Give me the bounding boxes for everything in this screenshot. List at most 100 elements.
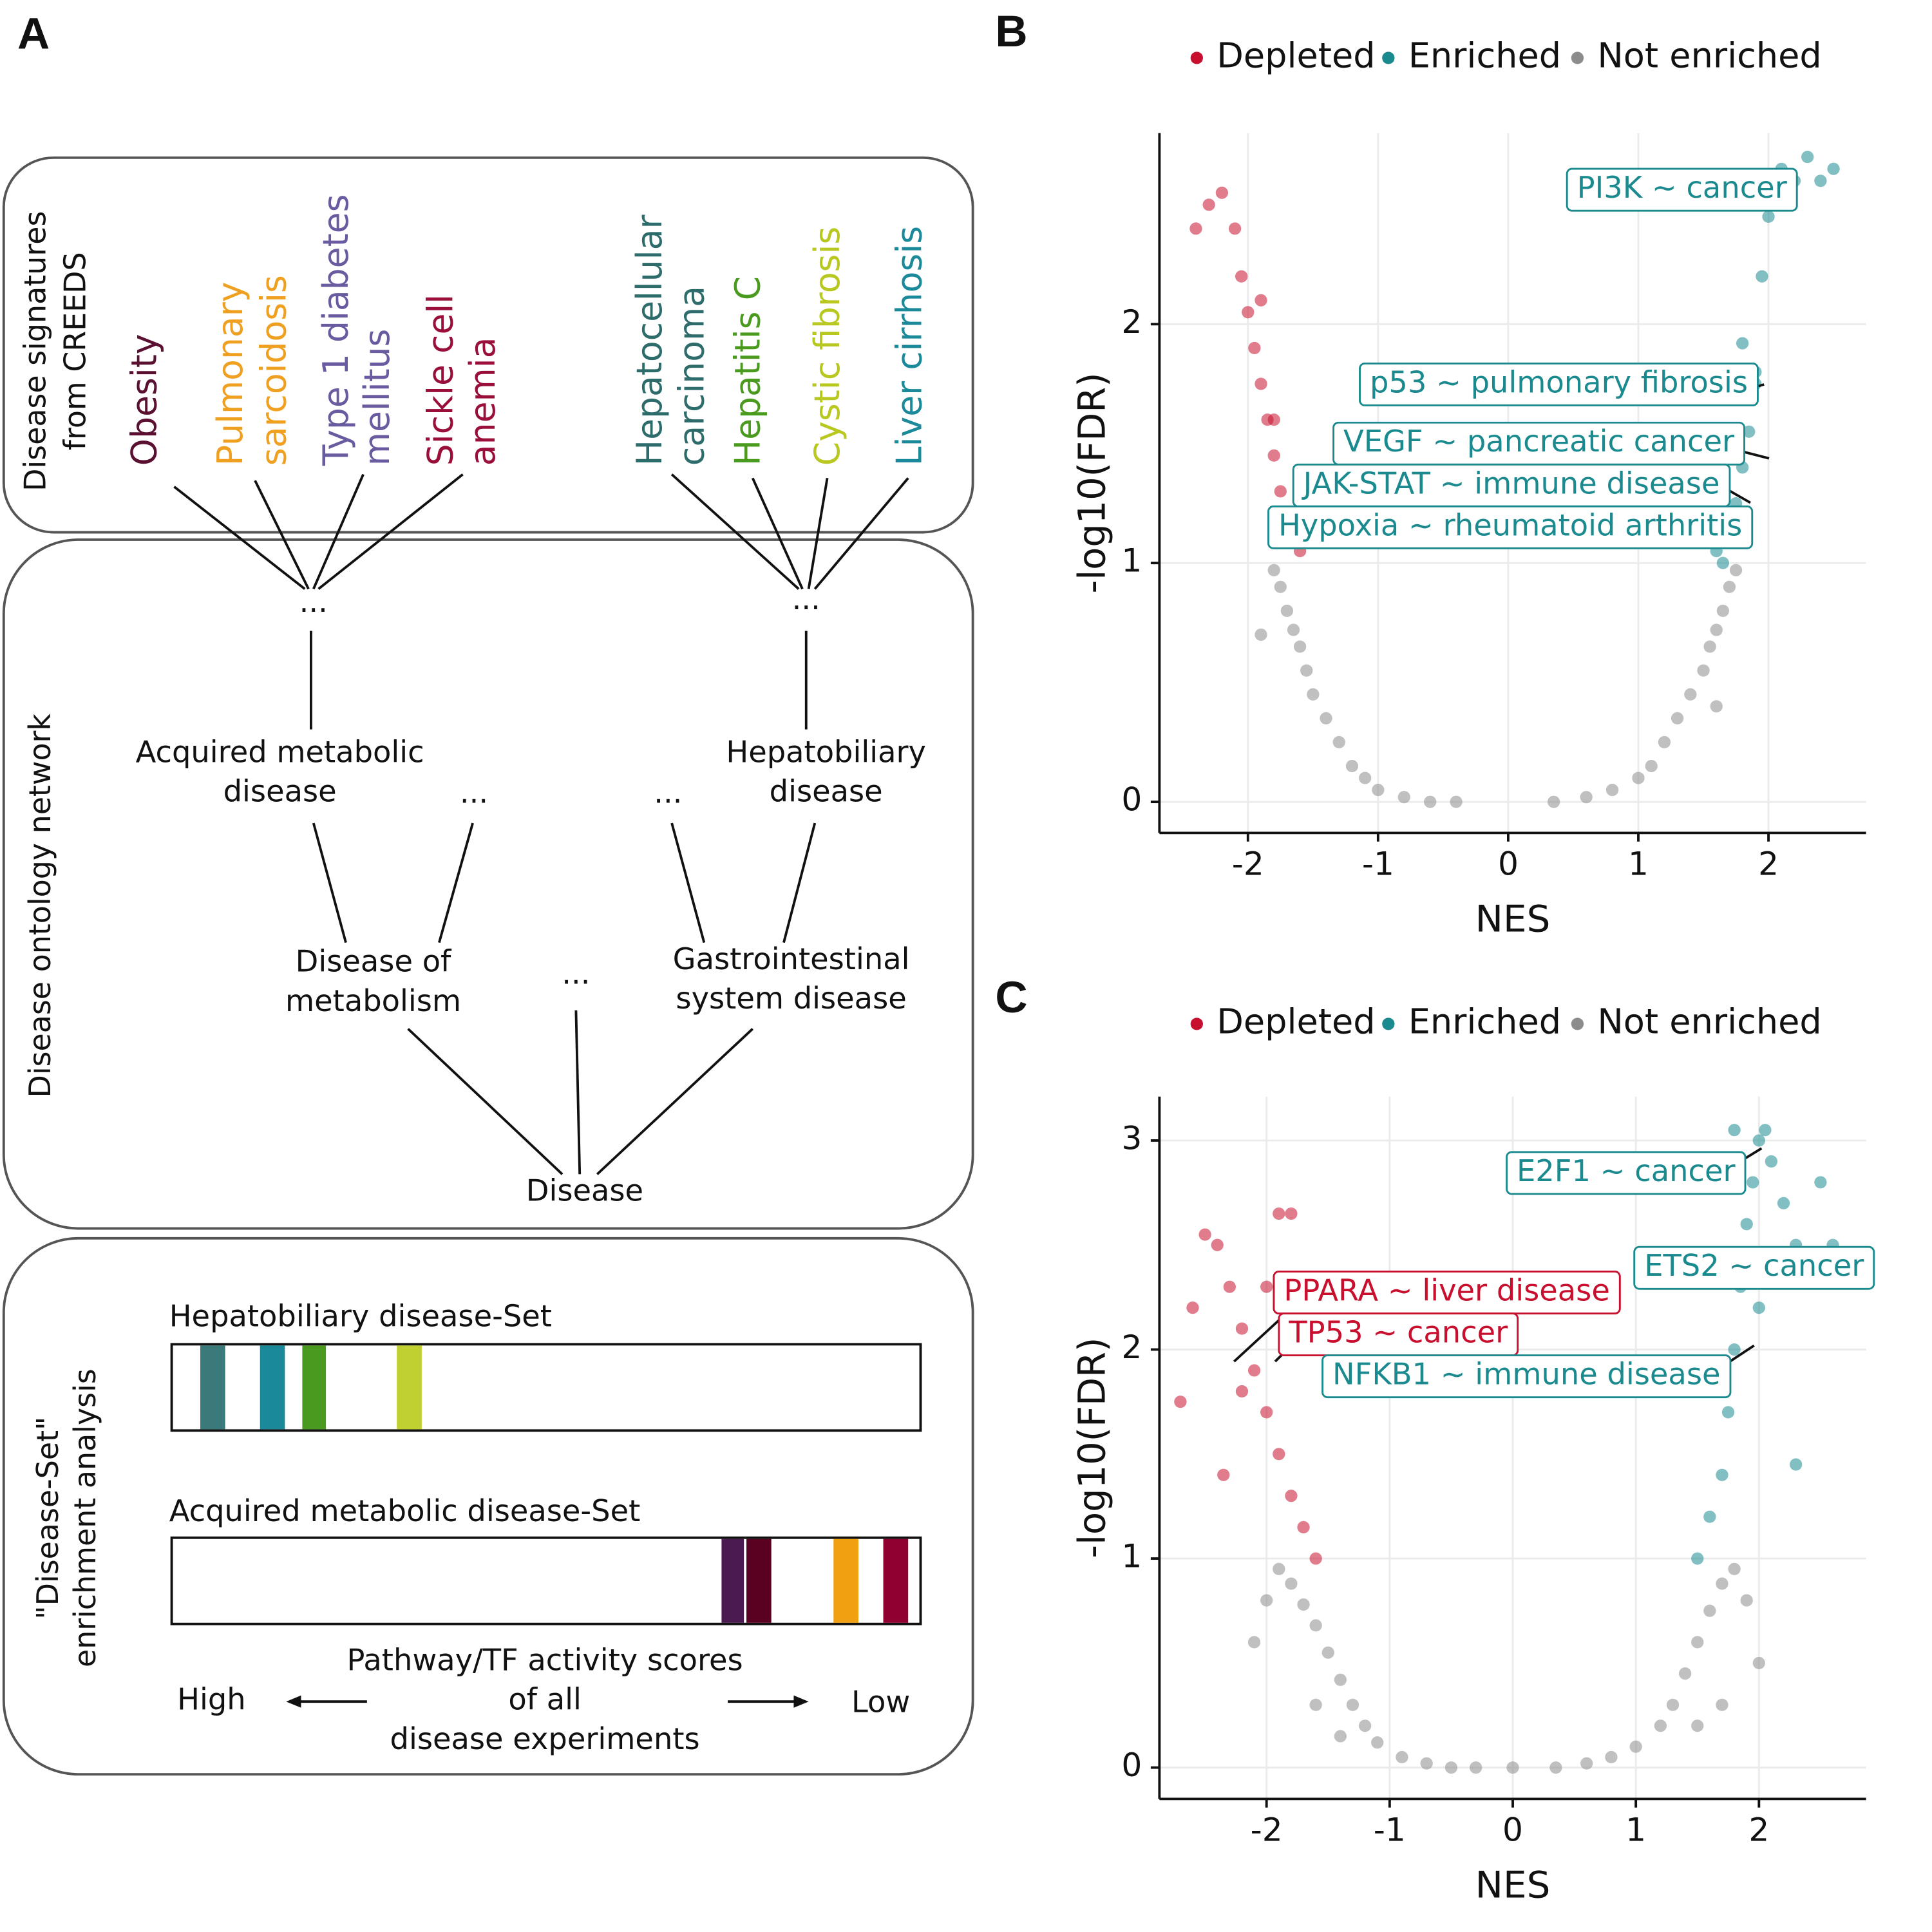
- signature-label: mellitus: [357, 329, 397, 466]
- edge: [670, 473, 800, 590]
- point: [1814, 1176, 1827, 1189]
- point: [1396, 1750, 1408, 1764]
- edge: [173, 486, 306, 591]
- node: Acquired metabolic: [136, 735, 424, 770]
- y-axis-title: -log10(FDR): [1070, 372, 1113, 593]
- annotation-box: [1506, 1151, 1747, 1195]
- x-tick-label: -1: [1374, 1812, 1406, 1849]
- section-labels: Disease signatures from CREEDS Disease o…: [17, 211, 102, 1667]
- point: [1580, 1757, 1593, 1770]
- signature-label: Type 1 diabetes: [316, 194, 356, 466]
- point: [1297, 1598, 1310, 1611]
- legend-label: Not enriched: [1597, 1001, 1821, 1042]
- annotation-box: [1321, 1354, 1732, 1399]
- point: [1202, 198, 1215, 211]
- x-tick-label: 0: [1502, 1812, 1523, 1849]
- x-tick-label: -2: [1232, 846, 1264, 883]
- x-tick-label: 1: [1625, 1812, 1646, 1849]
- edge: [751, 477, 804, 590]
- node: disease: [223, 774, 337, 809]
- stripe: [833, 1539, 858, 1623]
- point: [1235, 270, 1248, 283]
- ellipsis: ...: [654, 775, 682, 810]
- point: [1273, 1448, 1285, 1461]
- scale-caption: Pathway/TF activity scores: [347, 1643, 743, 1678]
- annotation-box: [1359, 362, 1759, 406]
- point: [1759, 1124, 1772, 1137]
- signatures: Obesity Pulmonary sarcoidosis Type 1 diabet…: [124, 194, 929, 466]
- x-axis-title: NES: [1475, 897, 1551, 941]
- point: [1728, 1562, 1741, 1575]
- ellipsis: ...: [460, 775, 488, 810]
- section-label: Disease ontology network: [23, 714, 57, 1098]
- set-title: Acquired metabolic disease-Set: [169, 1493, 641, 1528]
- point: [1654, 1719, 1667, 1732]
- edge: [670, 822, 706, 943]
- point: [1309, 1552, 1322, 1565]
- edge: [813, 477, 909, 590]
- stripe: [302, 1345, 327, 1430]
- scatter-chart: B Depleted Enriched Not enriched -2 -1 0 1 2 0 1 2 N…: [995, 6, 1866, 941]
- point: [1280, 604, 1294, 617]
- edge: [254, 480, 310, 590]
- annotation: PPARA ~ liver disease: [1283, 1273, 1609, 1308]
- edge: [782, 822, 817, 943]
- set-title: Hepatobiliary disease-Set: [169, 1299, 552, 1334]
- y-tick-label: 0: [1121, 781, 1142, 819]
- point: [1629, 1740, 1642, 1753]
- point: [1293, 640, 1307, 653]
- signature-label: carcinoma: [671, 286, 712, 466]
- point: [1721, 1406, 1735, 1419]
- point: [1285, 1577, 1298, 1590]
- stripe: [397, 1345, 422, 1430]
- charts: B Depleted Enriched Not enriched -2 -1 0 1 2 0 1 2 N…: [995, 6, 1875, 1907]
- point: [1716, 1698, 1728, 1711]
- arrowhead: [793, 1695, 809, 1708]
- panel-label: A: [17, 8, 50, 59]
- annotation: Hypoxia ~ rheumatoid arthritis: [1278, 508, 1742, 543]
- node: Disease of: [296, 944, 452, 979]
- point: [1309, 1619, 1322, 1632]
- signature-label: Pulmonary: [210, 282, 251, 466]
- signature-label: Hepatocellular: [629, 214, 670, 466]
- annotation-box: [1566, 167, 1798, 212]
- point: [1728, 1343, 1741, 1356]
- point: [1678, 1667, 1692, 1680]
- point: [1217, 1468, 1230, 1481]
- x-axis-title: NES: [1475, 1863, 1551, 1907]
- set-bar: [170, 1343, 922, 1432]
- point: [1723, 580, 1736, 593]
- point: [1716, 1577, 1728, 1590]
- point: [1547, 795, 1560, 808]
- ontology-box: [2, 538, 974, 1230]
- edge: [312, 473, 365, 590]
- annotation: TP53 ~ cancer: [1288, 1315, 1508, 1350]
- point: [1215, 186, 1229, 199]
- edge: [574, 1010, 582, 1175]
- legend-swatch: [1571, 52, 1584, 64]
- point: [1260, 1594, 1273, 1607]
- signature-label: Liver cirrhosis: [889, 226, 929, 466]
- point: [1684, 688, 1697, 701]
- point: [1729, 564, 1743, 576]
- legend-swatch: [1571, 1018, 1584, 1030]
- point: [1345, 759, 1359, 773]
- point: [1716, 556, 1730, 569]
- point: [1469, 1761, 1482, 1774]
- node: system disease: [676, 981, 906, 1016]
- point: [1549, 1761, 1562, 1774]
- scale-caption: disease experiments: [390, 1721, 700, 1756]
- point: [1242, 306, 1255, 319]
- point: [1211, 1238, 1224, 1251]
- node: Gastrointestinal: [673, 942, 910, 976]
- stripe: [721, 1539, 744, 1623]
- point: [1267, 413, 1280, 426]
- point: [1752, 1656, 1765, 1669]
- legend-swatch: [1190, 52, 1203, 64]
- point: [1300, 664, 1313, 677]
- point: [1827, 162, 1840, 175]
- annotation-box: [1633, 1245, 1875, 1290]
- section-label: from CREEDS: [57, 252, 92, 450]
- point: [1307, 688, 1320, 701]
- point: [1274, 485, 1287, 498]
